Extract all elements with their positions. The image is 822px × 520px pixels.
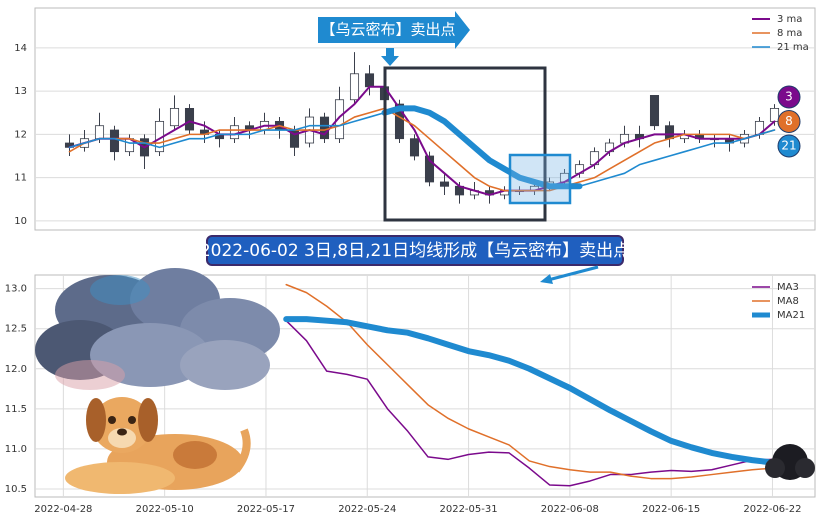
- series-highlight: [381, 105, 583, 190]
- x-tick-label: 2022-05-24: [338, 504, 396, 515]
- series-line: [283, 316, 796, 467]
- series-line: [68, 85, 776, 196]
- badge: [777, 85, 801, 109]
- x-tick-label: 2022-04-28: [34, 504, 92, 515]
- candle-body: [439, 181, 450, 187]
- x-tick-label: 2022-05-31: [439, 504, 497, 515]
- badge: [777, 134, 801, 158]
- storm-ball: [765, 444, 815, 480]
- banner-box: [206, 235, 624, 266]
- candle-body: [424, 155, 435, 183]
- candle-body: [349, 73, 360, 101]
- candle-body: [364, 73, 375, 88]
- candle-body: [664, 125, 675, 140]
- series-line: [285, 283, 794, 480]
- pointer-head: [540, 274, 553, 284]
- candle-body: [229, 125, 240, 140]
- candle-body: [394, 103, 405, 140]
- badge: [777, 110, 801, 133]
- y-tick-label: 12.0: [5, 364, 27, 375]
- y-tick-label: 10: [14, 216, 27, 227]
- x-tick-label: 2022-05-10: [136, 504, 194, 515]
- y-tick-label: 13.0: [5, 284, 27, 295]
- badge-label: 21: [781, 139, 796, 153]
- legend-label: MA21: [777, 310, 805, 321]
- x-tick-label: 2022-06-22: [743, 504, 801, 515]
- x-tick-label: 2022-06-08: [541, 504, 599, 515]
- candle-body: [94, 125, 105, 140]
- legend-label: 8 ma: [777, 28, 802, 39]
- series-line: [285, 319, 794, 487]
- legend-label: 21 ma: [777, 42, 809, 53]
- candle-body: [769, 107, 780, 122]
- candle-body: [649, 95, 660, 127]
- badge-label: 3: [785, 90, 793, 104]
- down-arrow: [381, 48, 399, 66]
- candle-body: [334, 99, 345, 140]
- y-tick-label: 12.5: [5, 324, 27, 335]
- dog-illustration: [65, 397, 251, 494]
- legend-label: MA3: [777, 282, 799, 293]
- candle-body: [184, 107, 195, 131]
- x-tick-label: 2022-05-17: [237, 504, 295, 515]
- banner-text: 2022-06-02 3日,8日,21日均线形成【乌云密布】卖出点: [200, 241, 630, 261]
- y-tick-label: 10.5: [5, 484, 27, 495]
- candle-body: [109, 129, 120, 153]
- candle-body: [319, 116, 330, 140]
- plot-area: [34, 7, 816, 231]
- legend-label: 3 ma: [777, 14, 802, 25]
- y-tick-label: 11.5: [5, 404, 27, 415]
- banner-arrow: [318, 11, 470, 49]
- y-tick-label: 11.0: [5, 444, 27, 455]
- legend-label: MA8: [777, 296, 799, 307]
- cloud-illustration: [35, 268, 280, 390]
- y-tick-label: 14: [14, 43, 27, 54]
- y-tick-label: 12: [14, 129, 27, 140]
- pointer-line: [547, 265, 599, 282]
- x-tick-label: 2022-06-15: [642, 504, 700, 515]
- banner-text: 【乌云密布】卖出点: [320, 21, 455, 39]
- focus-box: [508, 153, 572, 205]
- highlight-box: [383, 66, 547, 222]
- candle-body: [169, 107, 180, 127]
- y-tick-label: 11: [14, 173, 27, 184]
- candle-body: [409, 138, 420, 157]
- series-line: [68, 107, 776, 192]
- badge-label: 8: [785, 114, 793, 128]
- y-tick-label: 13: [14, 86, 27, 97]
